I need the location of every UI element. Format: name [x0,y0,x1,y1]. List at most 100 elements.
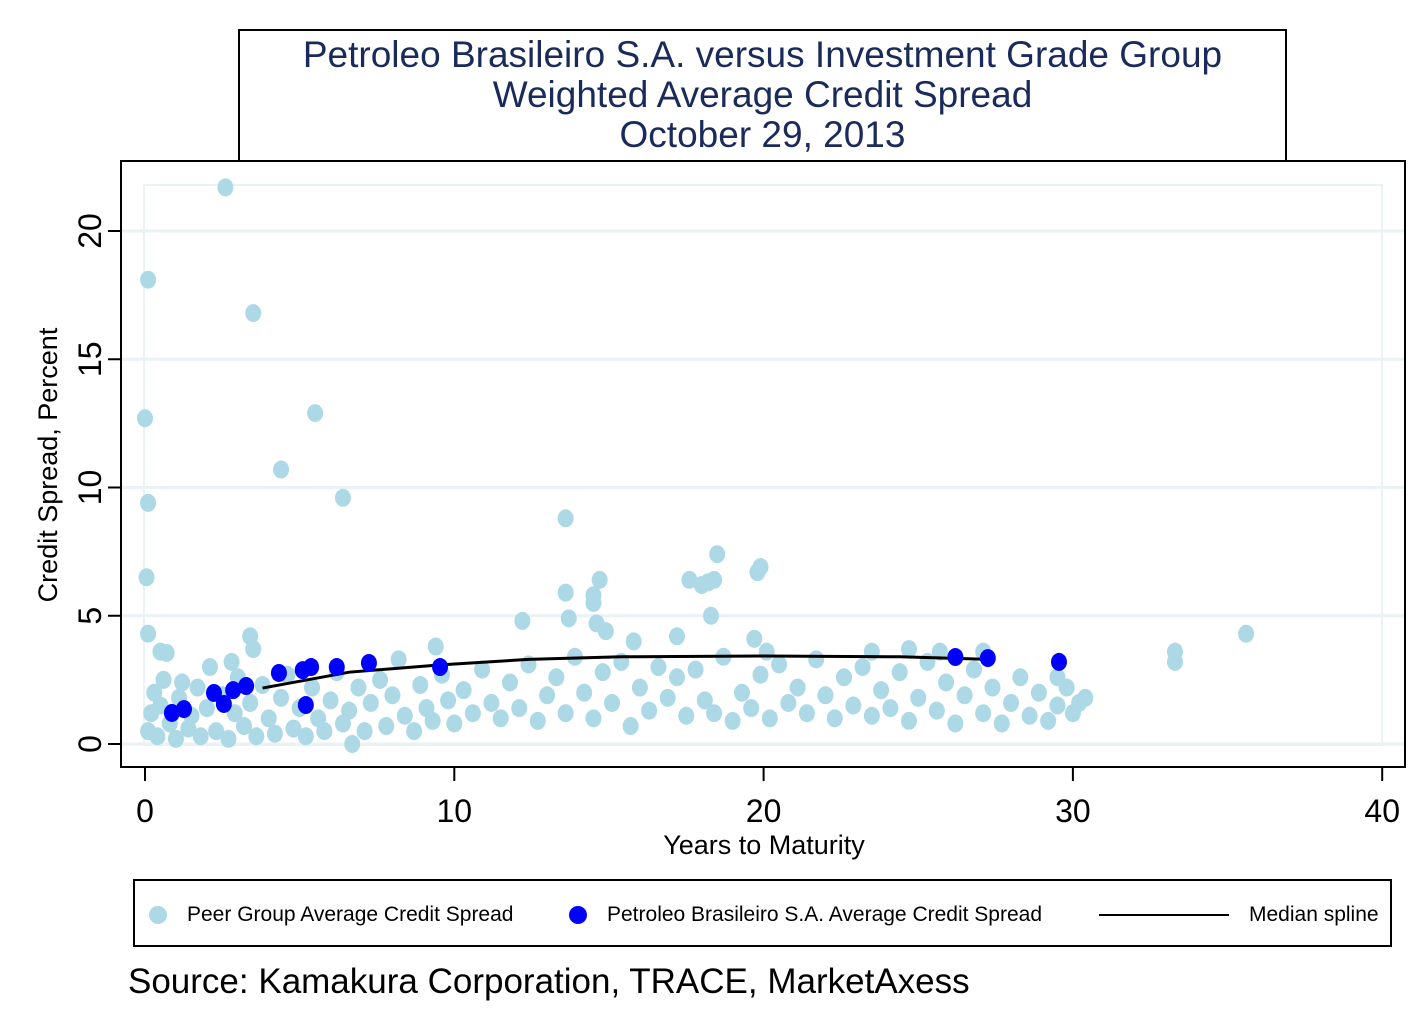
peer-point [984,678,1001,697]
peer-point [1049,696,1066,715]
petrobras-point [238,677,255,696]
peer-point [548,668,565,687]
peer-point [919,652,936,671]
peer-point [322,691,339,710]
peer-point [761,709,778,728]
legend-item-petrobras: Petroleo Brasileiro S.A. Average Credit … [569,903,1042,927]
peer-point [703,606,720,625]
peer-point [1040,711,1057,730]
peer-point [198,699,215,718]
peer-point [678,706,695,725]
peer-point [446,714,463,733]
petrobras-point [303,658,320,677]
peer-point [304,678,321,697]
peer-point [659,688,676,707]
peer-point [585,593,602,612]
x-axis-label: Years to Maturity [663,830,865,860]
peer-point [245,640,262,659]
peer-point [591,570,608,589]
peer-point [928,701,945,720]
peer-point [174,673,191,692]
peer-point [529,711,546,730]
peer-point [464,704,481,723]
peer-point [668,668,685,687]
peer-point [356,722,373,741]
y-axis-label: Credit Spread, Percent [33,327,63,602]
peer-point [266,724,283,743]
peer-point [938,673,955,692]
peer-point [285,719,302,738]
peer-point [641,701,658,720]
peer-point [384,686,401,705]
peer-point [138,568,155,587]
peer-point [350,678,367,697]
chart-title: Petroleo Brasileiro S.A. versus Investme… [238,29,1287,160]
petrobras-point [432,658,449,677]
source-note: Source: Kamakura Corporation, TRACE, Mar… [128,962,970,1001]
petrobras-point [175,700,192,719]
peer-points [137,178,1255,753]
x-tick-label: 40 [1364,793,1400,829]
peer-point [242,693,259,712]
peer-point [539,686,556,705]
peer-point [427,637,444,656]
peer-point [412,676,429,695]
peer-point [137,409,153,428]
peer-point [455,681,472,700]
y-tick-label: 10 [72,470,108,506]
petrobras-point [328,658,345,677]
petrobras-point [979,649,996,668]
peer-point [514,611,531,630]
peer-point [474,660,491,679]
peer-point [140,624,157,643]
peer-point [836,668,853,687]
legend-label-petrobras: Petroleo Brasileiro S.A. Average Credit … [607,903,1043,926]
peer-point [733,683,750,702]
y-tick-label: 0 [72,735,108,753]
peer-point [406,722,423,741]
peer-point [891,663,908,682]
legend-item-spline: Median spline [1099,903,1379,927]
peer-point [396,706,413,725]
peer-point [307,404,324,423]
peer-point [931,642,948,661]
peer-point [1058,678,1075,697]
x-tick-label: 10 [437,793,473,829]
peer-point [687,660,704,679]
peer-point [604,693,621,712]
peer-point [947,714,964,733]
petrobras-point [360,653,377,672]
legend: Peer Group Average Credit Spread Petrole… [133,879,1392,947]
peer-point [681,570,698,589]
petrobras-point [270,663,287,682]
petrobras-point [947,648,964,667]
peer-point [1003,693,1020,712]
peer-point [1071,693,1088,712]
peer-point [650,658,667,677]
peer-point [440,691,457,710]
title-line-3: October 29, 2013 [619,114,906,155]
peer-point [873,681,890,700]
peer-point [1012,668,1029,687]
peer-point [208,722,225,741]
peer-point [1030,683,1047,702]
plot-region [143,184,1383,746]
peer-point [483,693,500,712]
peer-point [706,704,723,723]
peer-point [149,727,166,746]
y-tick-label: 5 [72,607,108,625]
peer-point [724,711,741,730]
median-spline [262,654,990,690]
peer-point [696,691,713,710]
peer-point [501,673,518,692]
legend-label-peer: Peer Group Average Credit Spread [187,903,514,926]
peer-point [585,709,602,728]
y-tick-label: 20 [72,213,108,249]
petrobras-point [215,694,232,713]
peer-marker-icon [149,906,167,924]
title-line-1: Petroleo Brasileiro S.A. versus Investme… [302,34,1223,75]
peer-point [709,545,726,564]
peer-point [752,665,769,684]
peer-point [344,735,361,753]
peer-point [668,627,685,646]
